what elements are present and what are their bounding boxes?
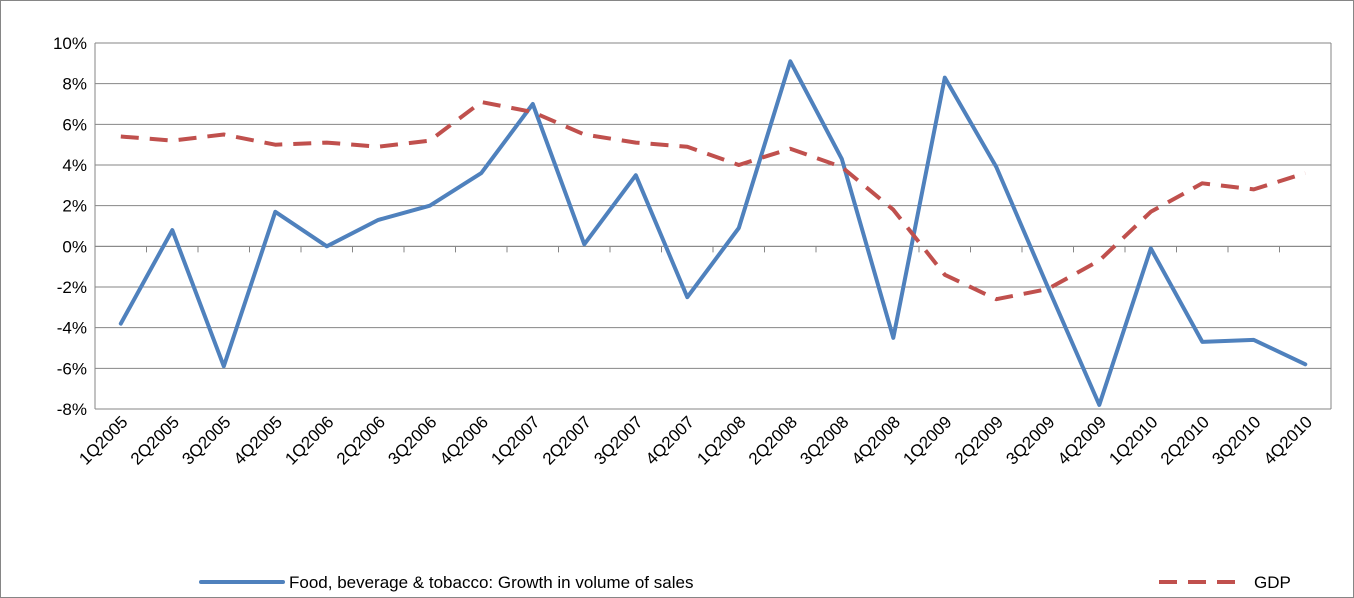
y-tick-label: -2%: [57, 278, 87, 297]
x-tick-label: 4Q2007: [642, 412, 698, 468]
series-lines: [118, 59, 1308, 407]
x-tick-label: 3Q2009: [1002, 412, 1058, 468]
x-tick-label: 4Q2010: [1260, 412, 1316, 468]
x-tick-label: 1Q2007: [487, 412, 543, 468]
x-tick-label: 3Q2006: [384, 412, 440, 468]
legend-label: GDP: [1254, 573, 1291, 592]
y-tick-label: 0%: [62, 237, 87, 256]
x-tick-label: 1Q2010: [1105, 412, 1161, 468]
y-tick-label: 6%: [62, 115, 87, 134]
series-line-gdp: [120, 100, 1306, 302]
x-tick-label: 3Q2007: [590, 412, 646, 468]
x-tick-label: 4Q2006: [436, 412, 492, 468]
x-tick-label: 2Q2008: [745, 412, 801, 468]
x-tick-label: 1Q2009: [899, 412, 955, 468]
x-tick-label: 1Q2006: [281, 412, 337, 468]
x-tick-label: 2Q2006: [333, 412, 389, 468]
x-tick-label: 2Q2007: [539, 412, 595, 468]
x-tick-label: 4Q2009: [1054, 412, 1110, 468]
x-tick-labels: 1Q20052Q20053Q20054Q20051Q20062Q20063Q20…: [75, 412, 1316, 468]
x-tick-label: 4Q2005: [230, 412, 286, 468]
x-tick-label: 1Q2008: [693, 412, 749, 468]
y-tick-label: 4%: [62, 156, 87, 175]
legend-label: Food, beverage & tobacco: Growth in volu…: [289, 573, 693, 592]
x-tick-label: 1Q2005: [75, 412, 131, 468]
series-line-food-beverage-tobacco: [118, 59, 1308, 407]
axes: [94, 43, 1332, 409]
x-tick-label: 2Q2005: [127, 412, 183, 468]
x-tick-label: 3Q2005: [178, 412, 234, 468]
y-tick-label: -6%: [57, 359, 87, 378]
y-tick-label: -8%: [57, 400, 87, 419]
x-tick-label: 2Q2010: [1157, 412, 1213, 468]
x-tick-label: 3Q2010: [1208, 412, 1264, 468]
y-tick-labels: -8% -6% -4% -2% 0% 2% 4% 6% 8% 10%: [53, 34, 87, 419]
y-tick-label: -4%: [57, 319, 87, 338]
y-tick-label: 10%: [53, 34, 87, 53]
legend: Food, beverage & tobacco: Growth in volu…: [199, 573, 1291, 592]
x-tick-label: 2Q2009: [951, 412, 1007, 468]
gridlines: [95, 42, 1331, 410]
x-tick-label: 3Q2008: [796, 412, 852, 468]
y-tick-label: 8%: [62, 75, 87, 94]
x-tick-label: 4Q2008: [848, 412, 904, 468]
y-tick-label: 2%: [62, 197, 87, 216]
